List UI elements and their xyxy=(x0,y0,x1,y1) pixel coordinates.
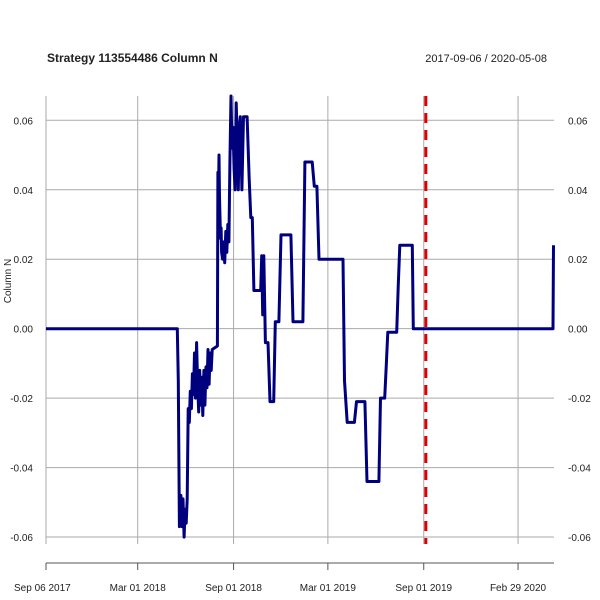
y-tick-label-left: -0.06 xyxy=(10,533,33,544)
y-tick-label-right: 0.04 xyxy=(568,186,588,197)
x-tick-label: Mar 01 2018 xyxy=(110,583,167,594)
y-tick-label-left: 0.00 xyxy=(14,325,34,336)
y-tick-label-right: -0.02 xyxy=(568,394,591,405)
y-tick-label-left: -0.02 xyxy=(10,394,33,405)
x-tick-label: Mar 01 2019 xyxy=(300,583,357,594)
y-tick-label-left: 0.06 xyxy=(14,116,34,127)
date-range: 2017-09-06 / 2020-05-08 xyxy=(425,53,547,65)
y-tick-label-right: -0.04 xyxy=(568,464,591,475)
chart-title: Strategy 113554486 Column N xyxy=(47,51,218,65)
y-axis-left: -0.06 -0.04 -0.02 0.00 0.02 0.04 0.06 xyxy=(10,116,33,544)
y-tick-label-right: 0.06 xyxy=(568,116,588,127)
y-tick-label-left: -0.04 xyxy=(10,464,33,475)
x-tick-label: Sep 01 2018 xyxy=(205,583,262,594)
grid xyxy=(45,96,554,544)
y-tick-label-right: 0.00 xyxy=(568,325,588,336)
y-tick-label-right: 0.02 xyxy=(568,255,588,266)
y-tick-label-left: 0.02 xyxy=(14,255,34,266)
x-tick-label: Feb 29 2020 xyxy=(490,583,547,594)
x-tick-label: Sep 01 2019 xyxy=(395,583,452,594)
series-line xyxy=(46,94,555,539)
y-axis-right: -0.06 -0.04 -0.02 0.00 0.02 0.04 0.06 xyxy=(568,116,591,544)
y-tick-label-right: -0.06 xyxy=(568,533,591,544)
x-tick-label: Sep 06 2017 xyxy=(14,583,71,594)
y-axis-label: Column N xyxy=(3,259,14,303)
x-axis: Sep 06 2017 Mar 01 2018 Sep 01 2018 Mar 01 … xyxy=(14,562,554,594)
y-tick-label-left: 0.04 xyxy=(14,186,34,197)
